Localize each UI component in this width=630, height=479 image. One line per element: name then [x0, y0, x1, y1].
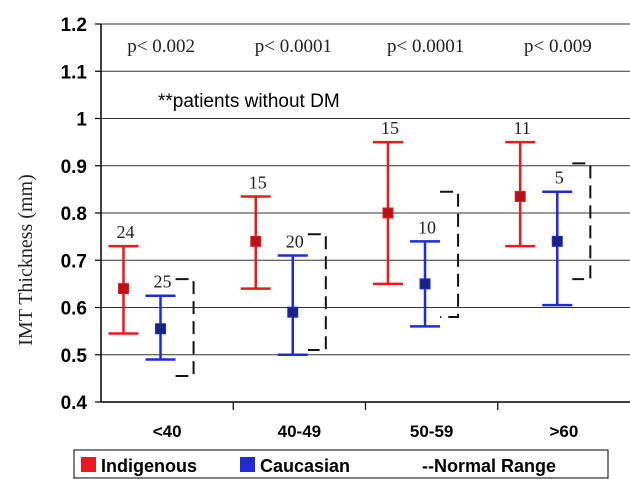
sample-size-label: 25 [154, 272, 172, 292]
gridlines [101, 23, 630, 356]
normal-range-bracket [307, 233, 327, 352]
y-tick-label: 0.8 [61, 204, 87, 225]
p-value-labels: p< 0.002 p< 0.0001 p< 0.0001 p< 0.009 [127, 36, 591, 57]
sample-size-label: 24 [116, 222, 134, 242]
data-marks: 24 15 15 11 25 20 10 5 [108, 118, 592, 378]
x-category-labels: <40 40-49 50-59 >60 [153, 422, 579, 441]
legend-label-caucasian: Caucasian [260, 456, 350, 476]
p-value-label: p< 0.009 [524, 36, 592, 57]
y-tick-label: 0.6 [61, 299, 87, 320]
sample-size-label: 10 [418, 217, 436, 237]
mean-point-caucasian [287, 306, 299, 318]
legend-swatch-indigenous [81, 457, 96, 472]
sample-size-label: 20 [286, 232, 304, 252]
legend-box [73, 449, 609, 479]
legend: Indigenous Caucasian --Normal Range [73, 449, 609, 479]
mean-point-caucasian [155, 323, 167, 335]
normal-range-bracket [572, 162, 592, 281]
y-tick-label: 1.1 [61, 62, 88, 83]
mean-point-indigenous [117, 283, 129, 295]
mean-point-indigenous [514, 190, 526, 202]
p-value-label: p< 0.0001 [255, 36, 332, 57]
sample-size-label: 15 [249, 172, 267, 192]
mean-point-caucasian [419, 278, 431, 290]
sample-size-label: 15 [381, 118, 399, 138]
y-tick-label: 0.5 [61, 346, 88, 367]
legend-label-normal-range: --Normal Range [422, 456, 556, 476]
sample-size-label: 5 [555, 168, 564, 188]
y-tick-label: 0.4 [61, 393, 88, 414]
normal-range-bracket [175, 278, 195, 378]
x-category-label: 50-59 [410, 422, 453, 441]
annotation-note: **patients without DM [158, 91, 340, 112]
y-axis-label: IMT Thickness (mm) [15, 174, 37, 345]
x-category-label: <40 [153, 422, 182, 441]
y-tick-labels: 0.4 0.5 0.6 0.7 0.8 0.9 1 1.1 1.2 [61, 15, 88, 414]
mean-point-indigenous [382, 207, 394, 219]
y-tick-label: 1 [76, 110, 87, 131]
x-category-label: >60 [549, 422, 578, 441]
y-tick-label: 1.2 [61, 15, 87, 36]
y-tick-label: 0.9 [61, 157, 87, 178]
p-value-label: p< 0.002 [127, 36, 195, 57]
mean-point-caucasian [551, 235, 563, 247]
legend-swatch-caucasian [240, 457, 255, 472]
mean-point-indigenous [250, 235, 262, 247]
x-category-label: 40-49 [278, 422, 321, 441]
axes [95, 23, 630, 410]
p-value-label: p< 0.0001 [387, 36, 464, 57]
legend-label-indigenous: Indigenous [101, 456, 197, 476]
normal-range-bracket [440, 190, 460, 318]
y-tick-label: 0.7 [61, 251, 87, 272]
sample-size-label: 11 [514, 118, 531, 138]
